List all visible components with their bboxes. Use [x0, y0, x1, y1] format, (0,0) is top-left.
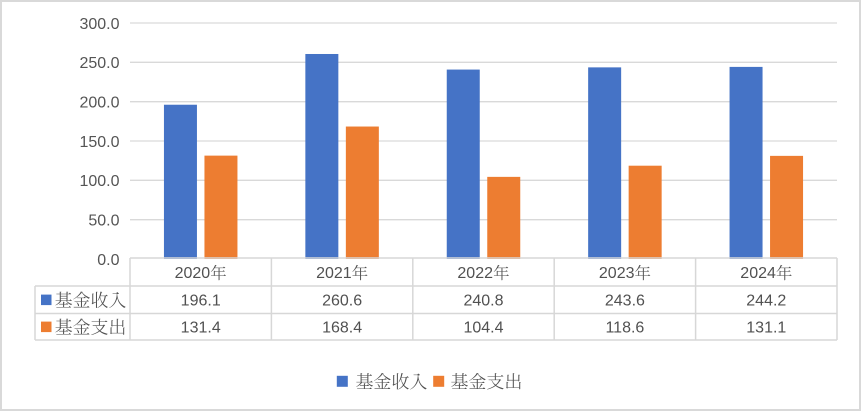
svg-text:150.0: 150.0 — [79, 134, 119, 151]
svg-text:2022: 2022 — [457, 265, 493, 282]
svg-text:104.4: 104.4 — [463, 320, 503, 337]
svg-text:2020: 2020 — [175, 265, 211, 282]
svg-text:50.0: 50.0 — [88, 212, 119, 229]
svg-text:118.6: 118.6 — [605, 320, 644, 337]
svg-text:300.0: 300.0 — [79, 16, 119, 33]
svg-text:2023: 2023 — [599, 265, 635, 282]
svg-text:0.0: 0.0 — [97, 252, 119, 269]
svg-text:100.0: 100.0 — [79, 173, 119, 190]
svg-text:200.0: 200.0 — [79, 94, 119, 111]
svg-text:168.4: 168.4 — [322, 320, 362, 337]
svg-text:2021: 2021 — [316, 265, 352, 282]
svg-text:244.2: 244.2 — [746, 293, 786, 310]
svg-text:243.6: 243.6 — [605, 293, 645, 310]
svg-text:131.1: 131.1 — [746, 320, 786, 337]
svg-text:196.1: 196.1 — [181, 293, 221, 310]
svg-text:260.6: 260.6 — [322, 293, 362, 310]
svg-text:2024: 2024 — [740, 265, 776, 282]
svg-text:250.0: 250.0 — [79, 55, 119, 72]
svg-text:131.4: 131.4 — [181, 320, 221, 337]
svg-text:240.8: 240.8 — [463, 293, 503, 310]
